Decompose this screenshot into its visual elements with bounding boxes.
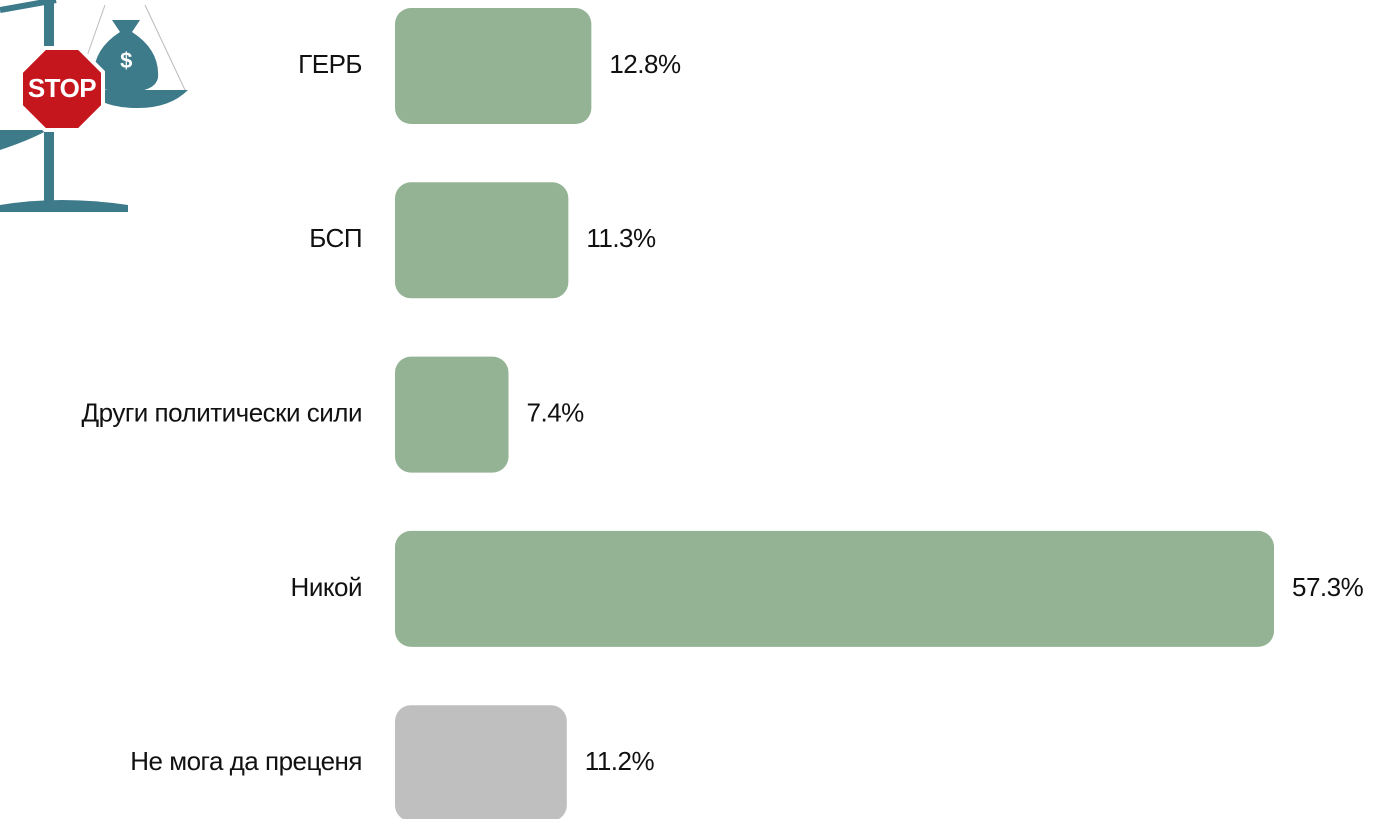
- bar: [395, 8, 592, 124]
- category-label: Други политически сили: [82, 397, 362, 427]
- bar: [395, 705, 567, 819]
- scale-string: [144, 4, 186, 91]
- bag-symbol: $: [120, 48, 132, 73]
- bar: [395, 182, 569, 299]
- value-label: 12.8%: [609, 49, 681, 79]
- stop-sign: [19, 46, 105, 132]
- category-label: БСП: [309, 223, 362, 253]
- bar: [395, 530, 1274, 647]
- value-label: 11.2%: [585, 746, 655, 776]
- stop-text: STOP: [28, 73, 96, 103]
- illustration: $ STOP: [0, 0, 188, 212]
- scale-beam: [0, 0, 57, 13]
- category-label: Никой: [291, 572, 362, 602]
- category-label: ГЕРБ: [298, 49, 362, 79]
- scale-pan-left: [0, 130, 48, 150]
- value-label: 11.3%: [586, 223, 656, 253]
- value-label: 57.3%: [1292, 572, 1364, 602]
- category-label: Не мога да преценя: [130, 746, 362, 776]
- value-label: 7.4%: [527, 397, 585, 427]
- scale-base: [0, 200, 128, 212]
- bar: [395, 356, 509, 473]
- scale-pan-right: [88, 90, 188, 108]
- money-bag: [93, 20, 159, 92]
